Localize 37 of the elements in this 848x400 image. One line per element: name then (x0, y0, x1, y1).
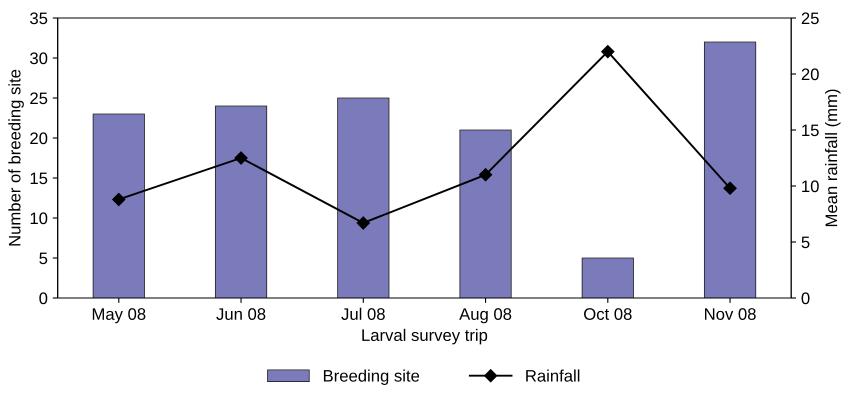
y-axis-title: Number of breeding site (8, 70, 24, 246)
y-tick-label: 0 (39, 292, 48, 304)
y2-tick-label: 0 (802, 292, 810, 304)
y-tick-label: 35 (30, 12, 48, 24)
x-tick-label: Aug 08 (459, 308, 512, 324)
y-tick-label: 5 (39, 252, 48, 264)
point (234, 151, 248, 165)
x-tick-label: Oct 08 (584, 308, 632, 320)
y2-tick-label: 15 (802, 124, 819, 136)
y2-axis-title: Mean rainfall (mm) (825, 90, 841, 226)
bar (337, 98, 390, 298)
bar (459, 130, 512, 298)
point (478, 168, 492, 182)
bar (92, 114, 145, 298)
point (723, 182, 737, 195)
y-tick-label: 10 (30, 212, 48, 224)
y-tick-label: 15 (30, 172, 48, 184)
y2-tick-label: 20 (802, 68, 819, 80)
bar (704, 42, 756, 298)
x-tick-label: May 08 (92, 308, 146, 324)
legend-label: Breeding site (324, 369, 420, 385)
y2-tick-label: 5 (802, 236, 810, 248)
y2-tick-label: 10 (802, 180, 819, 192)
point (356, 216, 370, 230)
x-tick-label: Nov 08 (705, 308, 756, 320)
x-axis-title: Larval survey trip (362, 328, 488, 344)
x-tick-label: Jun 08 (216, 308, 266, 320)
legend-label: Rainfall (526, 369, 580, 382)
x-tick-label: Jul 08 (341, 308, 385, 320)
point (601, 45, 614, 58)
bar (214, 106, 268, 298)
y-tick-label: 30 (30, 52, 48, 64)
point (112, 192, 126, 206)
y-tick-label: 25 (30, 92, 48, 104)
y2-tick-label: 25 (802, 12, 819, 24)
y-tick-label: 20 (30, 132, 48, 144)
bar (582, 258, 634, 298)
